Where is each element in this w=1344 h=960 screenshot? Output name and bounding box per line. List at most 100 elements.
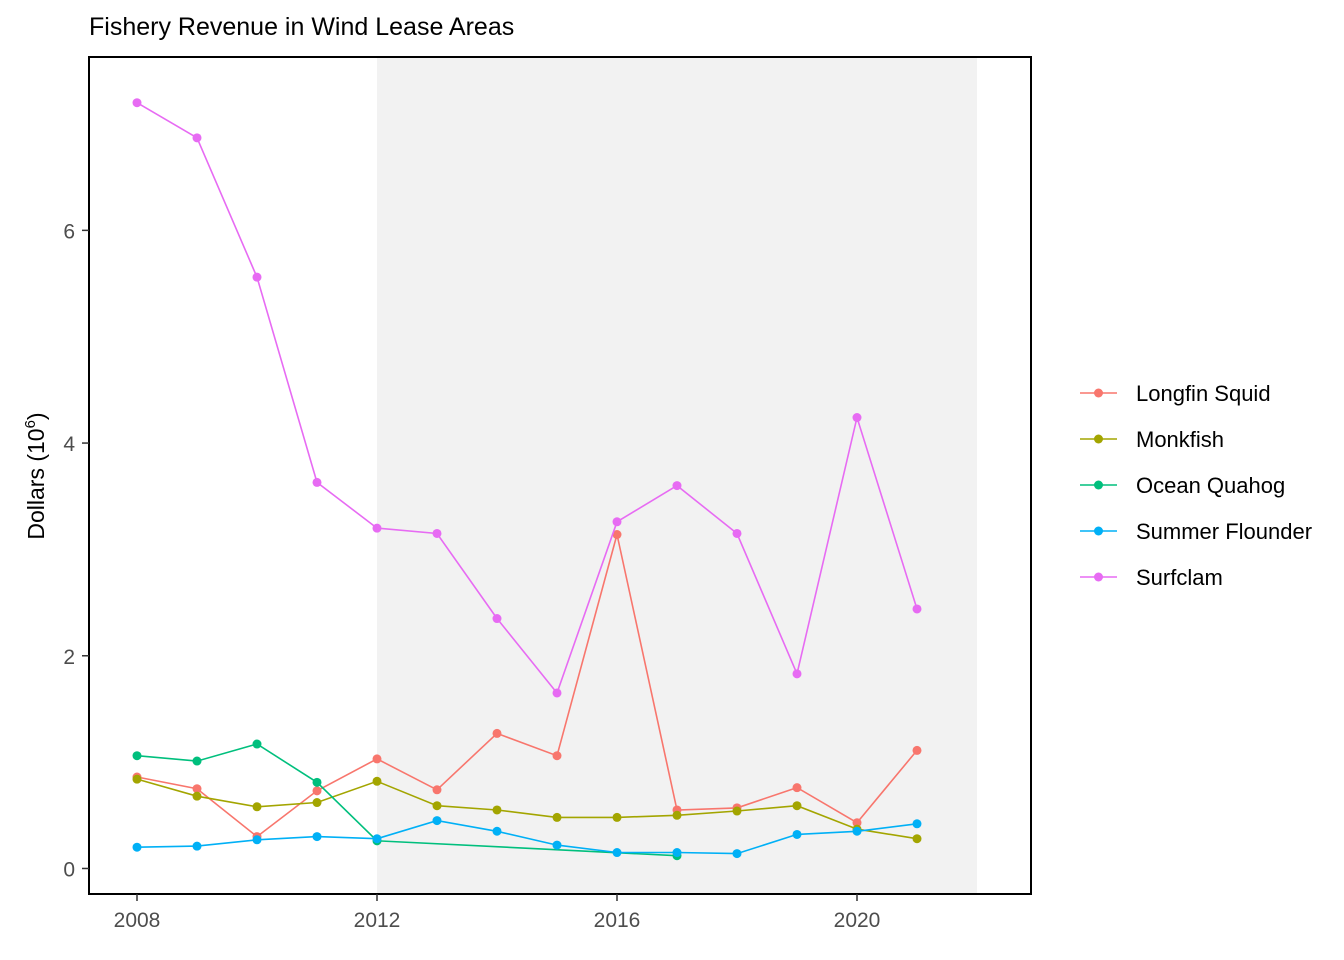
data-point (852, 413, 862, 423)
data-point (192, 784, 202, 794)
data-point (912, 745, 922, 755)
data-point (732, 528, 742, 538)
legend-label: Summer Flounder (1136, 519, 1312, 544)
x-tick-label: 2012 (354, 909, 401, 932)
y-axis-label-text: Dollars (10 (23, 428, 49, 539)
data-point (672, 481, 682, 491)
data-point (612, 848, 622, 858)
series-layer (132, 98, 922, 861)
data-point (432, 816, 442, 826)
data-point (912, 604, 922, 614)
data-point (252, 272, 262, 282)
data-point (312, 777, 322, 787)
data-point (732, 849, 742, 859)
y-tick-label: 6 (63, 220, 75, 243)
data-point (432, 528, 442, 538)
series-4 (132, 98, 922, 698)
data-point (192, 841, 202, 851)
series-0 (132, 530, 922, 842)
series-3 (132, 816, 922, 859)
legend-label: Monkfish (1136, 427, 1224, 452)
data-point (192, 756, 202, 766)
data-point (132, 774, 142, 784)
data-point (132, 98, 142, 108)
data-point (912, 834, 922, 844)
data-point (612, 517, 622, 527)
data-point (252, 835, 262, 845)
data-point (432, 785, 442, 795)
y-axis-label-exponent: 6 (22, 420, 39, 428)
y-tick-label: 4 (63, 433, 75, 456)
plot-area (88, 56, 1032, 895)
shaded-region (377, 57, 977, 894)
data-point (732, 806, 742, 816)
y-axis-label-suffix: ) (23, 412, 49, 420)
data-point (792, 669, 802, 679)
legend-label: Longfin Squid (1136, 381, 1271, 406)
data-point (492, 805, 502, 815)
legend-label: Surfclam (1136, 565, 1223, 590)
legend-item: Surfclam (1080, 565, 1223, 590)
data-point (792, 801, 802, 811)
y-axis: 0 2 4 6 (63, 220, 89, 881)
data-point (492, 826, 502, 836)
series-line (136, 743, 678, 857)
legend-label: Ocean Quahog (1136, 473, 1285, 498)
data-point (672, 848, 682, 858)
data-point (132, 751, 142, 761)
legend-item: Longfin Squid (1080, 381, 1271, 406)
plot-border (88, 56, 1032, 895)
data-point (192, 791, 202, 801)
legend-key-point (1094, 388, 1103, 398)
series-line (136, 102, 918, 695)
data-point (192, 133, 202, 143)
x-tick-label: 2016 (594, 909, 641, 932)
chart-title: Fishery Revenue in Wind Lease Areas (89, 13, 514, 41)
data-point (312, 477, 322, 487)
data-point (432, 801, 442, 811)
legend-key-point (1094, 480, 1103, 490)
data-point (372, 523, 382, 533)
data-point (252, 802, 262, 812)
y-tick-label: 2 (63, 646, 75, 669)
x-axis: 2008 2012 2016 2020 (114, 894, 881, 932)
data-point (312, 832, 322, 842)
legend: Longfin Squid Monkfish Ocean Quahog Summer … (1080, 381, 1312, 590)
data-point (792, 783, 802, 793)
data-point (792, 829, 802, 839)
series-line (136, 534, 918, 838)
data-point (492, 614, 502, 624)
legend-item: Ocean Quahog (1080, 473, 1285, 498)
data-point (312, 786, 322, 796)
data-point (372, 776, 382, 786)
data-point (552, 840, 562, 850)
data-point (132, 842, 142, 852)
y-tick-label: 0 (63, 858, 75, 881)
x-tick-label: 2008 (114, 909, 161, 932)
data-point (552, 688, 562, 698)
series-line (136, 778, 918, 840)
data-point (312, 798, 322, 808)
legend-key-point (1094, 572, 1103, 582)
data-point (672, 810, 682, 820)
data-point (492, 728, 502, 738)
legend-key-point (1094, 526, 1103, 536)
data-point (852, 818, 862, 828)
series-2 (132, 739, 682, 861)
data-point (372, 834, 382, 844)
data-point (912, 819, 922, 829)
legend-item: Monkfish (1080, 427, 1224, 452)
data-point (372, 754, 382, 764)
data-point (252, 739, 262, 749)
legend-key-point (1094, 434, 1103, 444)
data-point (852, 826, 862, 836)
x-tick-label: 2020 (834, 909, 881, 932)
y-axis-label: Dollars (106) (22, 412, 49, 539)
data-point (612, 530, 622, 540)
series-line (136, 819, 918, 855)
data-point (612, 812, 622, 822)
data-point (552, 812, 562, 822)
legend-item: Summer Flounder (1080, 519, 1312, 544)
data-point (552, 751, 562, 761)
